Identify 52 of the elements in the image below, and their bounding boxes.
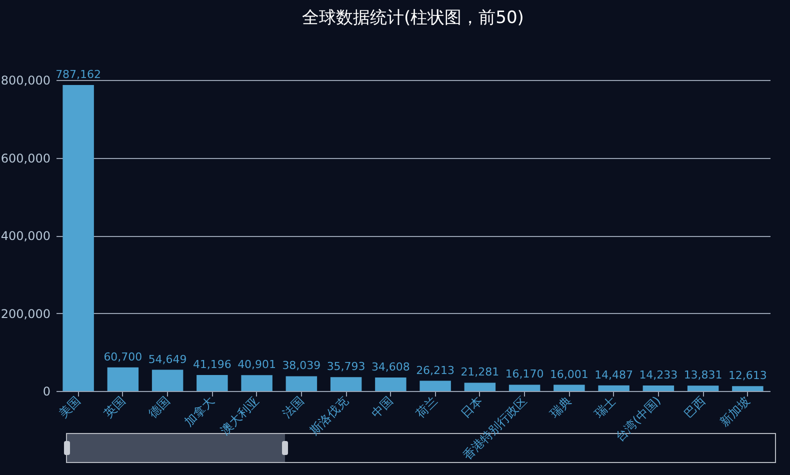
data-label: 13,831 (684, 368, 722, 382)
bar (375, 378, 406, 391)
bar (464, 382, 496, 391)
bar (687, 386, 719, 391)
bar (420, 380, 451, 391)
x-tick-label: 瑞士 (592, 394, 619, 420)
bar (508, 384, 540, 391)
bar (62, 84, 94, 391)
data-label: 40,901 (238, 358, 276, 372)
data-label: 16,001 (550, 368, 588, 381)
data-label: 26,213 (416, 364, 455, 377)
data-label: 14,233 (639, 368, 678, 382)
y-tick-label: 800,000 (0, 74, 50, 88)
bar (286, 376, 318, 391)
x-tick-label: 法国 (280, 394, 306, 420)
data-label: 787,162 (56, 68, 102, 81)
chart-title: 全球数据统计(柱状图，前50) (302, 8, 524, 28)
data-label: 41,196 (192, 358, 232, 371)
bar (152, 370, 184, 391)
y-tick-label: 600,000 (0, 151, 50, 166)
x-tick-label: 英国 (101, 394, 128, 420)
x-tick-label: 加拿大 (182, 394, 218, 429)
x-tick-label: 德国 (146, 394, 173, 420)
bar (732, 386, 764, 391)
bar (241, 375, 272, 391)
x-tick-label: 斯洛伐克 (307, 394, 352, 438)
data-label: 35,793 (326, 360, 366, 374)
x-tick-label: 瑞典 (547, 394, 574, 420)
data-label: 14,487 (594, 368, 634, 382)
y-tick-label: 400,000 (0, 229, 50, 243)
x-tick-label: 日本 (458, 394, 485, 420)
bar (196, 374, 228, 391)
x-tick-label: 中国 (368, 394, 396, 420)
x-tick-label: 巴西 (681, 394, 708, 420)
y-tick-label: 0 (42, 384, 50, 398)
bar (107, 367, 139, 391)
data-label: 12,613 (728, 369, 767, 382)
bar (554, 384, 585, 391)
bar (642, 385, 674, 391)
y-tick-label: 200,000 (0, 306, 50, 321)
bar (598, 385, 630, 391)
x-tick-label: 新加坡 (717, 394, 753, 429)
data-label: 21,281 (460, 366, 500, 379)
data-label: 34,608 (371, 360, 410, 374)
x-tick-label: 澳大利亚 (218, 394, 262, 438)
data-label: 54,649 (148, 352, 187, 366)
bar (330, 377, 362, 391)
x-tick-label: 荷兰 (413, 394, 440, 420)
data-label: 16,170 (505, 368, 544, 381)
x-tick-label: 美国 (56, 394, 84, 420)
data-label: 60,700 (104, 350, 142, 364)
data-label: 38,039 (282, 359, 321, 372)
